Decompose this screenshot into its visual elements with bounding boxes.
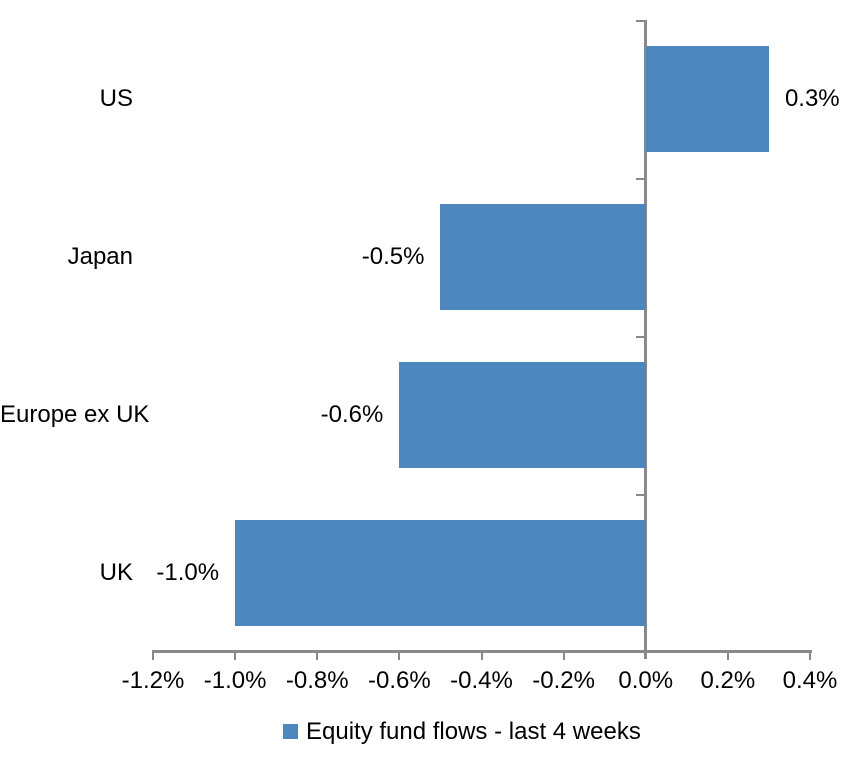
category-label-us: US bbox=[99, 85, 133, 112]
value-axis-tick bbox=[726, 653, 729, 660]
value-axis-label: -0.2% bbox=[532, 667, 595, 694]
value-axis-tick bbox=[562, 653, 565, 660]
value-axis-line bbox=[152, 650, 812, 653]
category-label-uk: UK bbox=[99, 559, 133, 586]
value-axis-label: -0.8% bbox=[285, 667, 349, 694]
bar-europe-ex-uk bbox=[399, 362, 646, 468]
category-axis-tick bbox=[635, 178, 645, 180]
category-axis-tick bbox=[635, 20, 645, 22]
value-axis-tick bbox=[152, 653, 154, 660]
category-label-japan: Japan bbox=[67, 243, 133, 270]
legend-swatch-icon bbox=[283, 724, 298, 739]
value-axis-tick bbox=[480, 653, 483, 660]
value-axis-tick bbox=[809, 653, 811, 660]
category-label-europe-ex-uk: Europe ex UK bbox=[0, 401, 150, 428]
bar-us bbox=[645, 46, 769, 152]
bar-japan bbox=[440, 204, 646, 310]
data-label-us: 0.3% bbox=[784, 85, 840, 112]
value-axis-label: -0.6% bbox=[368, 667, 431, 694]
value-axis-tick bbox=[234, 653, 237, 660]
data-label-europe-ex-uk: -0.6% bbox=[320, 401, 384, 428]
legend: Equity fund flows - last 4 weeks bbox=[283, 716, 641, 747]
category-axis-tick bbox=[635, 336, 645, 338]
value-axis-tick bbox=[398, 653, 401, 660]
value-axis-label: 0.4% bbox=[782, 667, 838, 694]
value-axis-label: 0.0% bbox=[618, 667, 674, 694]
data-label-japan: -0.5% bbox=[361, 243, 425, 270]
category-axis-line bbox=[644, 20, 647, 659]
value-axis-label: -1.0% bbox=[203, 667, 267, 694]
data-label-uk: -1.0% bbox=[156, 559, 220, 586]
value-axis-tick bbox=[316, 653, 319, 660]
bar-uk bbox=[235, 520, 646, 626]
value-axis-label: 0.2% bbox=[700, 667, 756, 694]
value-axis-label: -1.2% bbox=[121, 667, 185, 694]
legend-label: Equity fund flows - last 4 weeks bbox=[306, 717, 641, 745]
value-axis-label: -0.4% bbox=[450, 667, 513, 694]
category-axis-tick bbox=[635, 494, 645, 496]
